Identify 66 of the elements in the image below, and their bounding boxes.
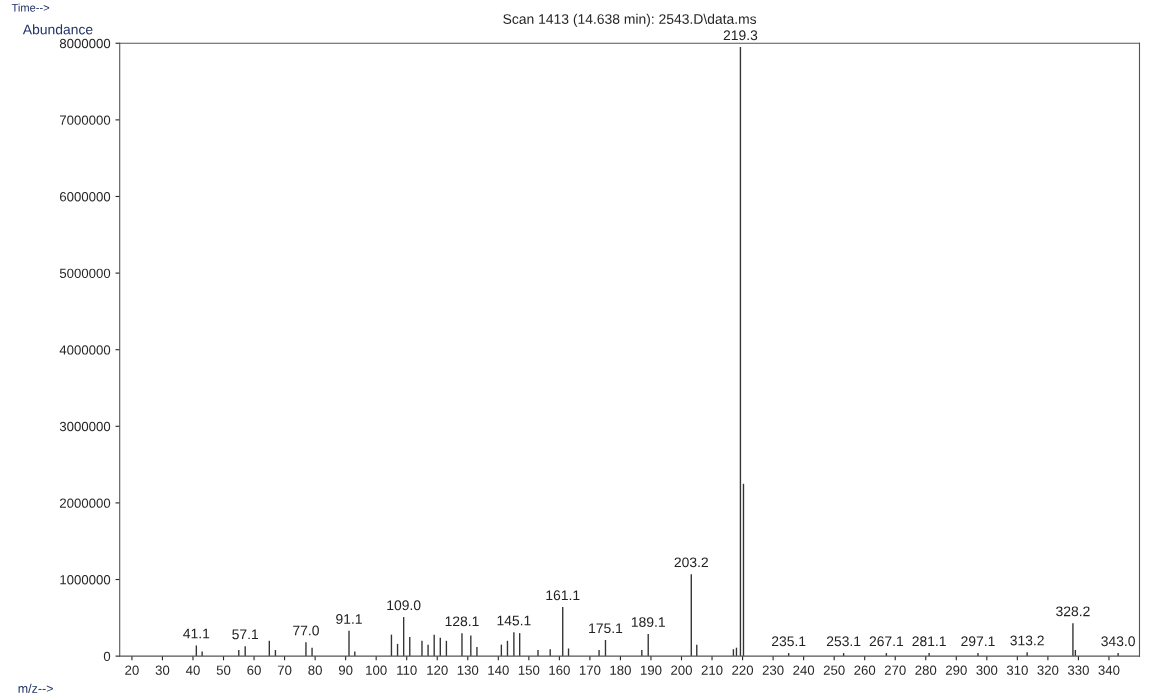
x-tick-label: 80	[308, 665, 322, 675]
annotation: 281.1	[912, 636, 946, 647]
x-tick-label: 140	[488, 665, 509, 675]
x-tick-label: 340	[1098, 665, 1120, 675]
x-tick-label: 200	[671, 665, 692, 675]
x-tick-label: 60	[247, 665, 261, 675]
x-tick-label: 20	[125, 665, 139, 675]
y-axis-title: Abundance	[22, 24, 93, 35]
annotation: 91.1	[336, 614, 362, 624]
annotation: 313.2	[1010, 635, 1044, 646]
annotation: 145.1	[497, 615, 531, 626]
y-tick-label: 1000000	[60, 575, 111, 585]
y-tick-label: 7000000	[59, 115, 111, 125]
x-tick-label: 120	[427, 665, 448, 675]
annotation: 189.1	[631, 617, 665, 627]
x-tick-label: 90	[338, 665, 353, 675]
annotation: 267.1	[869, 636, 904, 647]
x-tick-label: 30	[155, 665, 170, 675]
annotation: 57.1	[232, 629, 259, 640]
x-tick-label: 210	[701, 665, 723, 675]
x-tick-label: 40	[185, 665, 200, 675]
x-tick-label: 280	[915, 665, 937, 675]
y-tick-label: 0	[103, 651, 111, 662]
y-tick-label: 4000000	[59, 345, 111, 355]
y-tick-label: 5000000	[59, 268, 111, 278]
annotation: 235.1	[771, 636, 806, 647]
annotation: 109.0	[387, 600, 421, 611]
x-tick-label: 220	[732, 665, 754, 675]
y-tick-label: 6000000	[59, 192, 111, 202]
annotation: 175.1	[589, 623, 623, 634]
annotation: 77.0	[293, 625, 319, 636]
annotation: 253.1	[826, 636, 861, 647]
x-tick-label: 70	[277, 665, 292, 675]
x-tick-label: 130	[457, 665, 479, 675]
x-tick-label: 250	[823, 665, 845, 675]
x-tick-label: 190	[640, 665, 662, 675]
x-tick-label: 320	[1037, 665, 1059, 675]
x-tick-label: 50	[216, 665, 231, 675]
x-tick-label: 100	[366, 665, 387, 675]
x-tick-label: 240	[793, 665, 815, 675]
y-tick-label: 8000000	[59, 38, 111, 49]
x-tick-label: 290	[945, 665, 967, 675]
x-tick-label: 260	[854, 665, 876, 675]
x-tick-label: 270	[884, 665, 906, 675]
annotation: 297.1	[961, 636, 995, 647]
x-tick-label: 230	[762, 665, 784, 675]
y-tick-label: 2000000	[59, 498, 111, 508]
x-tick-label: 110	[397, 665, 417, 675]
annotation: 161.1	[546, 590, 580, 601]
chart-title: Scan 1413 (14.638 min): 2543.D\data.ms	[503, 13, 757, 27]
x-tick-label: 170	[579, 665, 601, 675]
annotation: 128.1	[445, 616, 479, 627]
annotation: 328.2	[1056, 606, 1090, 617]
x-tick-label: 300	[976, 665, 998, 675]
x-axis-title: m/z-->	[18, 683, 53, 693]
annotation: 219.3	[723, 30, 758, 41]
x-tick-label: 330	[1067, 665, 1089, 675]
x-tick-label: 160	[549, 665, 570, 675]
text: Time-->	[11, 3, 50, 12]
annotation: 343.0	[1101, 636, 1135, 647]
x-tick-label: 310	[1006, 665, 1028, 675]
annotation: 41.1	[183, 628, 210, 639]
x-tick-label: 150	[518, 665, 540, 675]
y-tick-label: 3000000	[59, 421, 111, 432]
x-tick-label: 180	[610, 665, 631, 675]
annotation: 203.2	[674, 557, 708, 568]
